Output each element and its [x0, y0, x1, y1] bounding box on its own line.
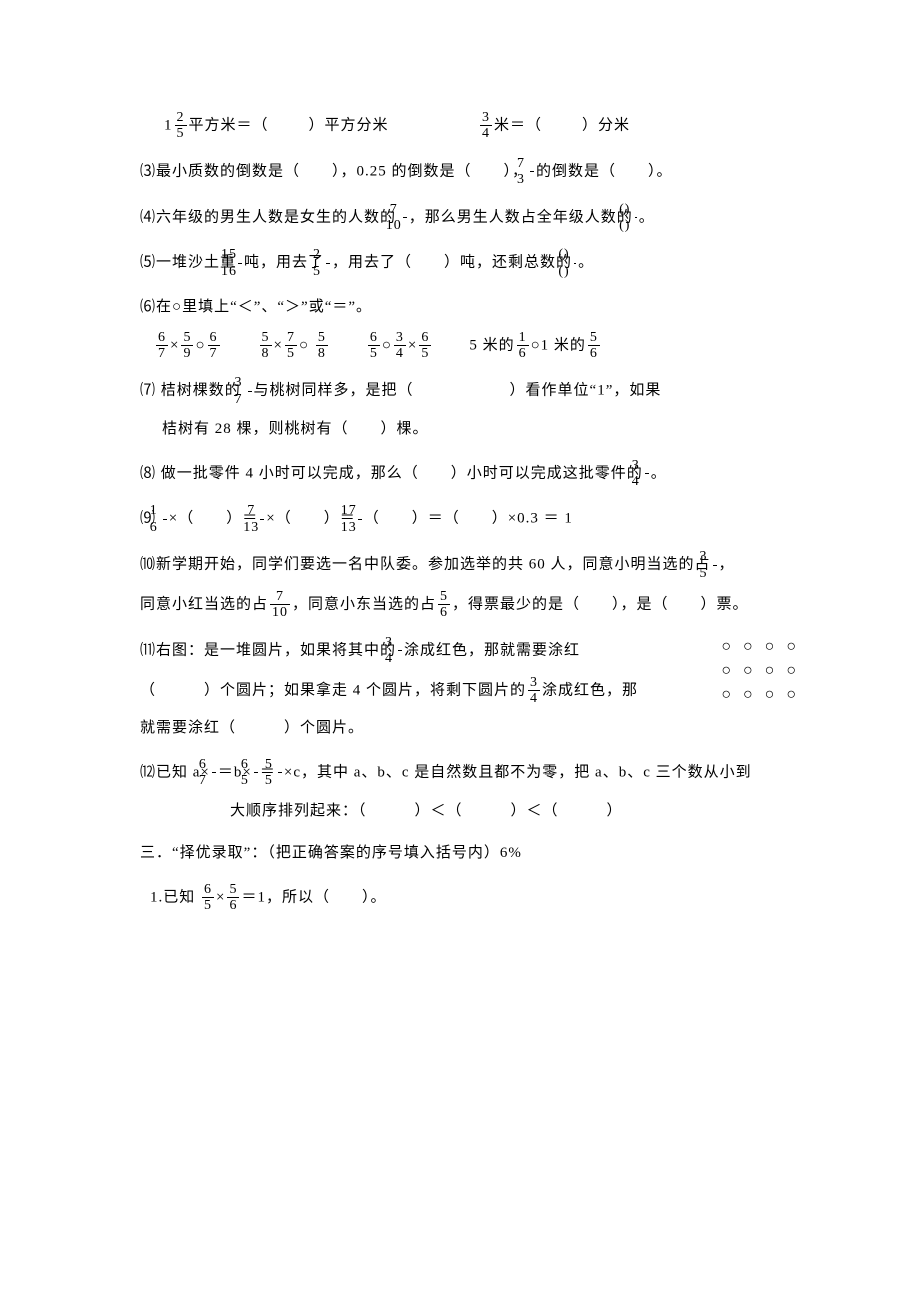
q6-item-3: 5 米的16○1 米的56	[469, 330, 602, 362]
q5-label: ⑸	[140, 255, 156, 271]
section3-head: 三．“择优录取”：（把正确答案的序号填入括号内）6%	[140, 839, 790, 868]
q12-f1: 67	[212, 757, 216, 789]
q7-line1: ⑺ 桔树棵数的 37与桃树同样多，是把（ ）看作单位“1”，如果	[140, 375, 790, 407]
q2a-whole: 1	[164, 117, 173, 133]
q8: ⑻ 做一批零件 4 小时可以完成，那么（ ）小时可以完成这批零件的34。	[140, 458, 790, 490]
s3-q1-f1: 65	[202, 882, 214, 914]
q11-frac1: 34	[398, 635, 402, 667]
circle-row: ○ ○ ○ ○	[721, 635, 800, 659]
fraction: 65	[368, 330, 380, 362]
fraction: 16	[517, 330, 529, 362]
q6-label: ⑹	[140, 299, 156, 315]
q12-f2: 65	[254, 757, 258, 789]
fraction: 65	[419, 330, 431, 362]
q4-label: ⑷	[140, 209, 156, 225]
q9-frac1: 16	[163, 503, 167, 535]
q12-line2: 大顺序排列起来：（ ）＜（ ）＜（ ）	[140, 797, 790, 826]
q7-label: ⑺	[140, 383, 156, 399]
q10-label: ⑽	[140, 557, 156, 573]
fraction: 59	[181, 330, 193, 362]
s3-q1-label: 1.	[150, 889, 163, 905]
fraction: 75	[285, 330, 297, 362]
q6-item-2: 65○34×65	[366, 330, 434, 362]
s3-q1: 1.已知 65×56＝1，所以（ ）。	[140, 882, 790, 914]
circle-row: ○ ○ ○ ○	[721, 659, 800, 683]
q10-frac1: 35	[713, 549, 717, 581]
q9: ⑼ 16×（ ）＝713×（ ）＝1713（ ）＝（ ）×0.3 ＝ 1	[140, 503, 790, 535]
q11-line2: （ ）个圆片；如果拿走 4 个圆片，将剩下圆片的34涂成红色，那	[140, 675, 790, 707]
fraction: 58	[316, 330, 328, 362]
q12-f3: 55	[278, 757, 282, 789]
q10-line1: ⑽新学期开始，同学们要选一名中队委。参加选举的共 60 人，同意小明当选的占35…	[140, 549, 790, 581]
q10-frac2: 710	[270, 589, 290, 621]
fraction: 58	[260, 330, 272, 362]
q11: ⑾右图：是一堆圆片，如果将其中的34涂成红色，那就需要涂红 （ ）个圆片；如果拿…	[140, 635, 790, 743]
q12-line1: ⑿已知 a×67＝b×65＝55×c，其中 a、b、c 是自然数且都不为零，把 …	[140, 757, 790, 789]
circle-row: ○ ○ ○ ○	[721, 683, 800, 707]
q5-frac1: 1516	[238, 247, 242, 279]
q3-label: ⑶	[140, 163, 156, 179]
q5-frac2: 25	[326, 247, 330, 279]
q6-head: ⑹在○里填上“＜”、“＞”或“＝”。	[140, 293, 790, 322]
q2a-frac: 25	[175, 110, 187, 142]
q3: ⑶最小质数的倒数是（ ），0.25 的倒数是（ ），73的倒数是（ ）。	[140, 156, 790, 188]
q9-frac2: 713	[260, 503, 264, 535]
q11-line1: ⑾右图：是一堆圆片，如果将其中的34涂成红色，那就需要涂红	[140, 635, 790, 667]
q11-frac2: 34	[528, 675, 540, 707]
q8-label: ⑻	[140, 465, 156, 481]
q8-frac: 34	[645, 458, 649, 490]
q2-unit-conversion: 125平方米＝（）平方分米 34米＝（）分米	[140, 110, 790, 142]
fraction: 67	[208, 330, 220, 362]
q11-circle-figure: ○ ○ ○ ○○ ○ ○ ○○ ○ ○ ○	[721, 635, 800, 707]
s3-q1-f2: 56	[227, 882, 239, 914]
q5: ⑸一堆沙土重1516吨，用去了25，用去了（ ）吨，还剩总数的()()。	[140, 247, 790, 279]
q10-frac3: 56	[438, 589, 450, 621]
q7-frac: 37	[248, 375, 252, 407]
q5-frac-blank: ()()	[574, 247, 576, 279]
q7-line2: 桔树有 28 棵，则桃树有（ ）棵。	[140, 415, 790, 444]
fraction: 34	[394, 330, 406, 362]
q4-frac-blank: ()()	[635, 202, 637, 234]
q4: ⑷六年级的男生人数是女生的人数的 710，那么男生人数占全年级人数的()()。	[140, 202, 790, 234]
q6-item-1: 58×75○ 58	[258, 330, 330, 362]
q3-frac: 73	[530, 156, 534, 188]
fraction: 56	[588, 330, 600, 362]
q6-items: 67×59○67 58×75○ 58 65○34×65 5 米的16○1 米的56	[140, 330, 790, 362]
q11-label: ⑾	[140, 642, 156, 658]
q4-frac1: 710	[403, 202, 407, 234]
q2b-frac: 34	[480, 110, 492, 142]
q11-line3: 就需要涂红（ ）个圆片。	[140, 714, 790, 743]
q12-label: ⑿	[140, 764, 156, 780]
fraction: 67	[156, 330, 168, 362]
worksheet-page: 125平方米＝（）平方分米 34米＝（）分米 ⑶最小质数的倒数是（ ），0.25…	[0, 0, 920, 1127]
q6-item-0: 67×59○67	[154, 330, 222, 362]
q9-frac3: 1713	[358, 503, 362, 535]
q10-line2: 同意小红当选的占710，同意小东当选的占56，得票最少的是（ ），是（ ）票。	[140, 589, 790, 621]
